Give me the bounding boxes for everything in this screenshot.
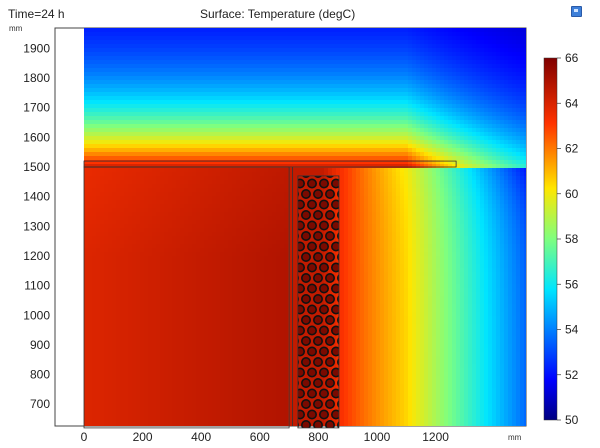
x-axis-unit: mm [508,433,522,442]
y-tick-label: 700 [30,397,50,411]
window-icon[interactable] [571,6,582,17]
y-tick-label: 1100 [24,279,50,293]
x-tick-label: 200 [133,430,153,444]
plot-title: Surface: Temperature (degC) [200,7,356,21]
x-tick-label: 1000 [364,430,391,444]
colorbar-tick-label: 56 [565,277,579,291]
colorbar-tick-label: 54 [565,323,579,337]
y-tick-label: 800 [30,368,50,382]
pcm-tube-bundle [297,175,340,429]
x-tick-label: 600 [250,430,270,444]
colorbar-tick-label: 66 [565,51,579,65]
y-tick-label: 1300 [23,219,50,233]
colorbar-tick-label: 64 [565,96,579,110]
colorbar [543,57,558,421]
y-tick-label: 1500 [23,160,50,174]
time-label: Time=24 h [8,7,65,21]
temperature-field [84,28,526,426]
colorbar-tick-label: 52 [565,368,579,382]
x-tick-label: 800 [308,430,328,444]
y-tick-label: 1800 [23,71,50,85]
x-tick-label: 1200 [422,430,449,444]
lid [83,160,457,168]
y-tick-label: 1900 [23,41,50,55]
colorbar-tick-label: 50 [565,413,579,427]
y-axis-unit: mm [9,24,23,33]
y-tick-label: 1200 [23,249,50,263]
colorbar-tick-label: 58 [565,232,579,246]
y-tick-label: 1600 [23,130,50,144]
y-tick-label: 1000 [23,308,50,322]
x-tick-label: 0 [81,430,88,444]
colorbar-tick-label: 62 [565,142,579,156]
y-tick-label: 1700 [23,101,50,115]
y-tick-label: 900 [30,338,50,352]
y-tick-label: 1400 [23,190,50,204]
colorbar-tick-label: 60 [565,187,579,201]
x-tick-label: 400 [191,430,211,444]
